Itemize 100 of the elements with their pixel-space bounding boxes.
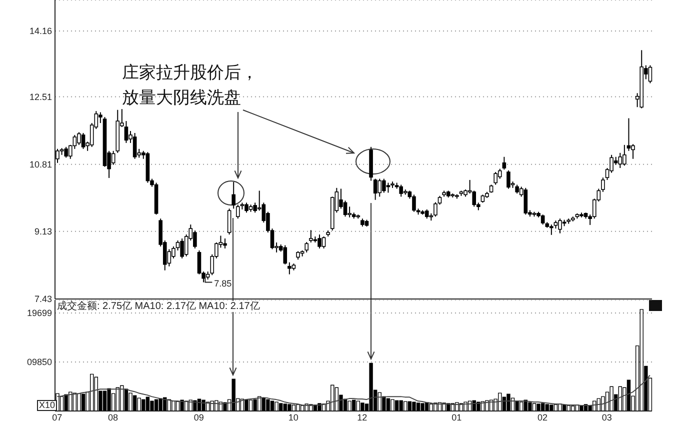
bar — [158, 398, 162, 411]
y-tick-label: 19699 — [26, 308, 52, 318]
bar — [429, 404, 434, 411]
candlestick — [434, 202, 438, 218]
bar — [390, 399, 394, 411]
bar — [142, 399, 146, 411]
bar — [202, 400, 206, 411]
bar — [232, 378, 236, 411]
annotation: X10 — [39, 400, 56, 410]
chart-title: 成交金额: 2.75亿 MA10: 2.17亿 MA10: 2.17亿 — [57, 301, 260, 312]
candlestick — [424, 208, 429, 220]
y-tick-label: 9.13 — [34, 226, 52, 237]
bar — [515, 400, 519, 411]
candlestick — [378, 178, 382, 198]
bar — [102, 390, 107, 411]
x-tick-label: 10 — [288, 412, 298, 422]
candlestick — [288, 262, 292, 275]
bar — [266, 399, 270, 411]
candlestick — [343, 200, 348, 218]
candlestick — [81, 132, 86, 150]
candlestick — [498, 168, 502, 180]
bar — [244, 399, 248, 411]
candlestick — [56, 148, 60, 164]
candlestick — [232, 181, 236, 210]
x-tick-label: 03 — [602, 412, 612, 422]
bar — [146, 396, 150, 411]
bar — [360, 402, 364, 411]
candlestick — [386, 182, 390, 194]
bar — [137, 398, 141, 411]
bar — [292, 404, 296, 411]
y-tick-label: 12.51 — [29, 92, 52, 102]
bar — [60, 396, 64, 411]
annotation: 庄家拉升股价后，放量大阴线洗盘 — [122, 63, 258, 108]
candlestick — [524, 187, 528, 216]
x-tick-label: 09 — [194, 412, 204, 422]
bar — [420, 403, 424, 411]
bar — [506, 394, 510, 411]
candlestick — [236, 204, 240, 220]
candlestick — [601, 177, 605, 192]
bar — [382, 396, 386, 411]
candlestick — [618, 152, 622, 169]
candlestick — [283, 244, 288, 265]
line-series — [56, 374, 650, 406]
bar — [193, 400, 197, 411]
candlestick — [309, 230, 313, 243]
bar — [107, 388, 111, 411]
bar — [172, 400, 176, 411]
bar — [394, 400, 399, 411]
x-tick-label: 12 — [357, 412, 368, 422]
x-tick-label: 02 — [537, 412, 548, 422]
bar — [214, 400, 218, 411]
bar — [416, 402, 420, 411]
annotation: 7.85 — [214, 278, 232, 288]
bar — [532, 403, 536, 411]
candlestick — [322, 236, 326, 249]
x-tick-label: 07 — [52, 412, 62, 422]
bar — [274, 402, 278, 411]
candlestick — [223, 238, 227, 249]
bar — [64, 394, 68, 411]
bar — [540, 403, 545, 411]
bar — [296, 404, 300, 411]
candlestick — [626, 118, 631, 152]
candlestick — [304, 242, 309, 253]
bar — [485, 400, 489, 411]
bar — [150, 400, 154, 411]
bar — [77, 393, 81, 411]
bar — [558, 404, 562, 411]
bar — [386, 398, 390, 411]
bar — [288, 404, 292, 411]
candlestick — [502, 156, 506, 170]
candlestick — [648, 64, 652, 84]
candlestick — [631, 144, 635, 160]
candlestick — [540, 214, 545, 226]
y-tick-label: 14.16 — [29, 26, 52, 36]
y-tick-label: 10.81 — [29, 160, 52, 170]
bar — [528, 402, 532, 411]
bar — [369, 362, 373, 411]
bar — [94, 376, 98, 411]
bar — [180, 400, 184, 411]
candlestick — [412, 194, 416, 212]
candlestick — [244, 202, 248, 214]
bar — [128, 392, 132, 411]
bar — [626, 380, 631, 411]
bar — [154, 399, 158, 411]
bar — [278, 403, 283, 411]
bar — [571, 406, 575, 411]
candlestick — [318, 234, 322, 249]
bar — [270, 400, 274, 411]
x-tick-label: 01 — [452, 412, 462, 422]
bar — [248, 400, 253, 411]
bar — [399, 400, 403, 411]
bar — [120, 385, 124, 411]
candlestick — [124, 120, 128, 144]
y-tick-label: 09850 — [26, 357, 52, 368]
bar — [132, 395, 137, 411]
candlestick — [197, 250, 202, 275]
candlestick — [132, 132, 137, 160]
y-tick-label: 7.43 — [34, 294, 52, 304]
bar — [412, 402, 416, 411]
bar — [610, 386, 614, 411]
